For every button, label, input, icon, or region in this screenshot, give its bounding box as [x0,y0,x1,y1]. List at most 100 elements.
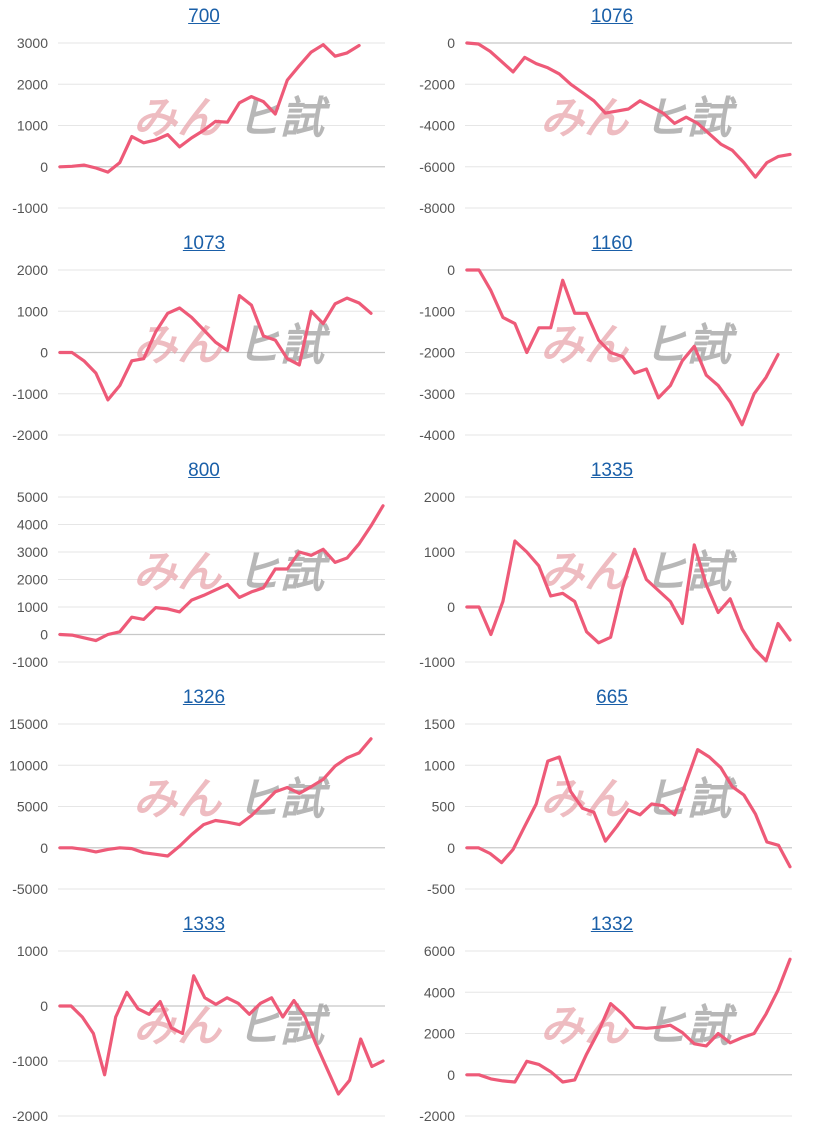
watermark-logo-right: ヒ試 [236,320,331,371]
series-line [465,41,792,179]
y-tick-label: 0 [40,840,48,856]
y-tick-label: 1000 [424,544,455,560]
y-tick-label: -2000 [12,1108,48,1124]
y-tick-label: -500 [427,881,455,897]
y-tick-label: 0 [40,998,48,1014]
series-line [58,737,373,858]
y-tick-label: 0 [447,35,455,51]
y-tick-label: 5000 [17,799,48,815]
line-chart: -1000 0 1000 2000 3000 みん ヒ試 [12,35,385,216]
y-tick-label: -1000 [419,654,455,670]
y-tick-label: 2000 [17,262,48,278]
y-tick-label: 2000 [17,572,48,588]
y-tick-label: 15000 [9,716,48,732]
chart-title-link[interactable]: 1073 [182,233,226,254]
y-tick-label: 5000 [17,489,48,505]
chart-panel: 1073 -2000 -1000 0 1000 2000 みん ヒ試 [0,227,408,454]
chart-panel: 800 -1000 0 1000 2000 3000 4000 5000 みん ヒ試 [0,454,408,681]
series-line [58,293,373,402]
chart-title-link[interactable]: 1160 [591,233,633,254]
y-tick-label: -1000 [419,303,455,319]
y-tick-label: -1000 [12,654,48,670]
chart-panel: 1332 -2000 0 2000 4000 6000 みん ヒ試 [408,908,816,1135]
chart-panel: 1326 -5000 0 5000 10000 15000 みん ヒ試 [0,681,408,908]
chart-title-link[interactable]: 700 [188,6,220,27]
y-tick-label: -2000 [419,345,455,361]
y-tick-label: 4000 [424,984,455,1000]
watermark-logo-left: みん [133,774,223,825]
y-tick-label: -8000 [419,200,455,216]
chart-panel: 1335 -1000 0 1000 2000 みん ヒ試 [408,454,816,681]
series-line [58,504,385,643]
line-chart: -1000 0 1000 2000 3000 4000 5000 みん ヒ試 [12,489,385,670]
watermark-logo-left: みん [133,93,223,144]
y-tick-label: 3000 [17,35,48,51]
y-tick-label: 0 [40,345,48,361]
chart-panel: 1076 -8000 -6000 -4000 -2000 0 みん ヒ試 [408,0,816,227]
watermark-logo-left: みん [133,1001,223,1052]
y-tick-label: -2000 [12,427,48,443]
series-line [465,268,780,427]
watermark-logo-left: みん [133,320,223,371]
y-tick-label: 0 [447,599,455,615]
chart-title-link[interactable]: 665 [596,687,628,708]
y-tick-label: -4000 [419,427,455,443]
watermark-logo-right: ヒ試 [236,93,331,144]
y-tick-label: 0 [447,840,455,856]
y-tick-label: -2000 [419,76,455,92]
y-tick-label: -2000 [419,1108,455,1124]
y-tick-label: 1000 [17,303,48,319]
watermark-logo-left: みん [133,547,223,598]
y-tick-label: 6000 [424,943,455,959]
chart-panel: 665 -500 0 500 1000 1500 みん ヒ試 [408,681,816,908]
line-chart: -2000 -1000 0 1000 2000 みん ヒ試 [12,262,385,443]
chart-panel: 700 -1000 0 1000 2000 3000 みん ヒ試 [0,0,408,227]
chart-title-link[interactable]: 1076 [590,6,634,27]
chart-title-link[interactable]: 1335 [590,460,634,481]
y-tick-label: -1000 [12,1053,48,1069]
y-tick-label: 1500 [424,716,455,732]
y-tick-label: 2000 [424,489,455,505]
series-line [58,974,385,1096]
y-tick-label: 0 [447,1067,455,1083]
y-tick-label: -6000 [419,159,455,175]
y-tick-label: 1000 [424,757,455,773]
line-chart: -4000 -3000 -2000 -1000 0 みん ヒ試 [419,262,792,443]
watermark-logo-left: みん [540,93,630,144]
chart-title-link[interactable]: 800 [188,460,220,481]
watermark-logo-right: ヒ試 [643,774,738,825]
y-tick-label: 0 [447,262,455,278]
series-line [465,957,792,1084]
watermark-logo-right: ヒ試 [236,547,331,598]
series-line [465,539,792,663]
series-line [465,747,792,869]
y-tick-label: 2000 [424,1026,455,1042]
y-tick-label: -3000 [419,386,455,402]
y-tick-label: -4000 [419,118,455,134]
y-tick-label: 10000 [9,757,48,773]
watermark-logo-left: みん [540,774,630,825]
series-line [58,43,361,174]
y-tick-label: -1000 [12,200,48,216]
chart-title-link[interactable]: 1332 [590,914,634,935]
y-tick-label: 1000 [17,943,48,959]
y-tick-label: 4000 [17,517,48,533]
y-tick-label: 2000 [17,76,48,92]
y-tick-label: 0 [40,159,48,175]
y-tick-label: 1000 [17,599,48,615]
chart-panel: 1160 -4000 -3000 -2000 -1000 0 みん ヒ試 [408,227,816,454]
y-tick-label: -1000 [12,386,48,402]
chart-title-link[interactable]: 1326 [182,687,226,708]
y-tick-label: 0 [40,627,48,643]
y-tick-label: 500 [432,799,456,815]
y-tick-label: -5000 [12,881,48,897]
y-tick-label: 1000 [17,118,48,134]
chart-title-link[interactable]: 1333 [182,914,226,935]
watermark-logo-left: みん [540,547,630,598]
y-tick-label: 3000 [17,544,48,560]
